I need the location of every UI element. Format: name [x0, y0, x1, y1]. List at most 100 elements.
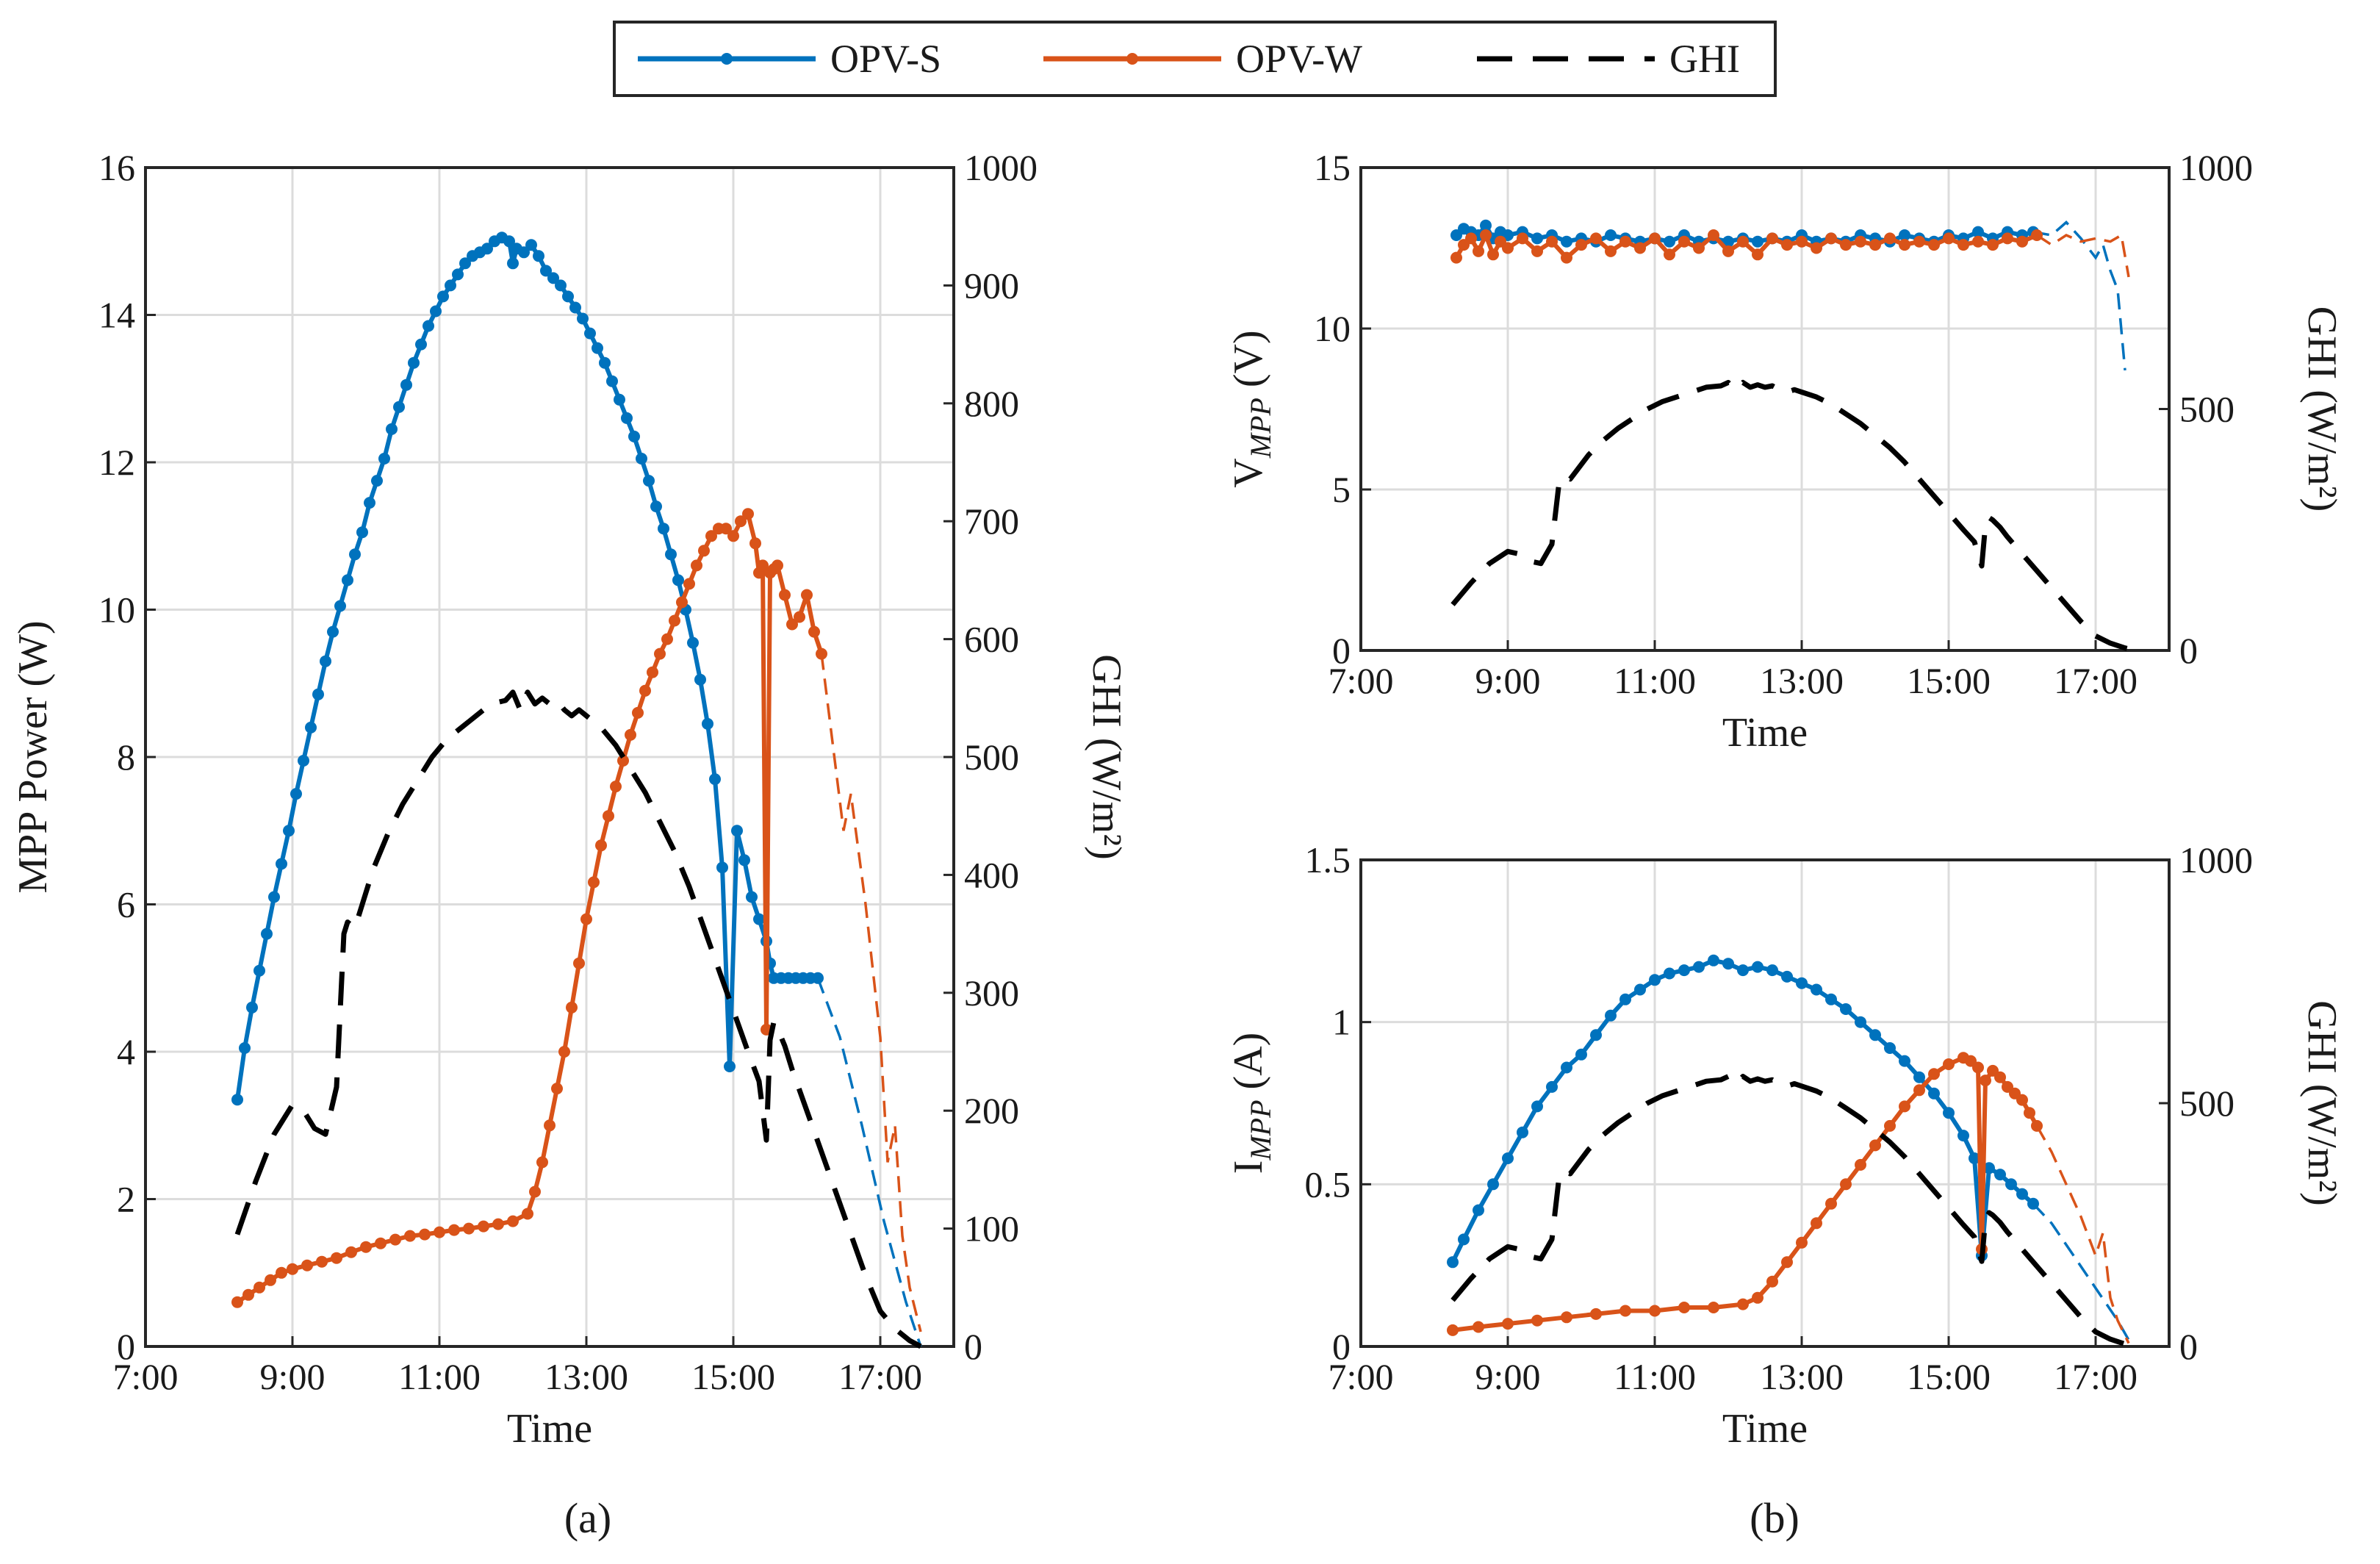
- data-point-opv-s: [430, 305, 442, 318]
- y-right-tick-label: 700: [964, 501, 1019, 542]
- data-point-opv-s: [716, 861, 728, 874]
- data-point-opv-w: [1752, 248, 1764, 261]
- data-point-opv-w: [1840, 239, 1852, 251]
- data-point-opv-w: [1737, 235, 1749, 248]
- data-point-opv-s: [415, 338, 427, 351]
- data-point-opv-w: [1855, 1158, 1866, 1171]
- y-right-tick-label: 500: [2179, 389, 2235, 430]
- panel-b-voltage-chart: 7:00 9:00 11:00 13:00 15:00 17:00 0 5 10 15 0 500 10…: [1226, 147, 2345, 756]
- data-point-opv-s: [525, 239, 537, 251]
- data-point-opv-w: [610, 781, 622, 793]
- data-point-opv-w: [749, 537, 761, 550]
- data-point-opv-w: [1649, 1305, 1661, 1317]
- data-point-opv-s: [738, 854, 750, 867]
- data-point-opv-s: [584, 327, 596, 340]
- data-point-opv-w: [1825, 232, 1837, 245]
- x-tick-label: 15:00: [1907, 1356, 1991, 1397]
- data-point-opv-s: [658, 523, 669, 535]
- data-point-opv-w: [588, 876, 600, 889]
- data-point-opv-w: [1972, 235, 1984, 248]
- x-tick-label: 11:00: [398, 1356, 481, 1397]
- data-point-opv-s: [1575, 1048, 1587, 1061]
- data-point-opv-s: [283, 825, 295, 837]
- data-point-opv-s: [342, 574, 353, 586]
- y-left-tick-label: 8: [117, 736, 135, 778]
- y-right-tick-label: 1000: [2179, 147, 2253, 188]
- y-right-tick-label: 600: [964, 619, 1019, 660]
- data-point-opv-s: [599, 356, 611, 369]
- y-left-tick-label: 14: [98, 295, 135, 336]
- data-point-opv-w: [1531, 245, 1543, 257]
- data-point-opv-s: [1869, 1029, 1881, 1041]
- data-point-opv-w: [1678, 1302, 1690, 1313]
- data-point-opv-s: [1899, 1055, 1910, 1067]
- data-point-opv-w: [1502, 1318, 1514, 1330]
- data-point-opv-w: [1693, 242, 1705, 254]
- panel-label-a: (a): [564, 1494, 611, 1542]
- data-point-opv-s: [320, 655, 331, 667]
- data-point-opv-s: [1487, 1178, 1499, 1191]
- data-point-opv-w: [1855, 235, 1866, 248]
- data-point-opv-s: [1884, 1042, 1896, 1054]
- data-point-opv-w: [1928, 239, 1940, 251]
- data-point-opv-w: [1766, 232, 1778, 245]
- data-point-opv-w: [801, 589, 813, 601]
- y-left-tick-label: 1: [1332, 1002, 1351, 1043]
- x-axis-label: Time: [1722, 1406, 1808, 1452]
- panel-label-b: (b): [1750, 1494, 1800, 1542]
- data-point-opv-w: [544, 1119, 556, 1132]
- data-point-opv-w: [1869, 1139, 1881, 1152]
- data-point-opv-s: [1634, 983, 1646, 996]
- x-tick-label: 11:00: [1614, 660, 1696, 701]
- data-point-opv-w: [1480, 229, 1492, 241]
- data-point-opv-w: [566, 1001, 578, 1014]
- data-point-opv-s: [1840, 1003, 1852, 1015]
- data-point-opv-w: [1590, 1307, 1602, 1320]
- series-extrapolation-opv-s: [2032, 220, 2126, 371]
- x-tick-label: 9:00: [260, 1356, 326, 1397]
- data-point-opv-w: [287, 1263, 298, 1275]
- data-point-opv-s: [724, 1061, 736, 1072]
- data-point-opv-w: [331, 1252, 342, 1264]
- data-point-opv-w: [735, 515, 747, 528]
- data-point-opv-w: [1840, 1178, 1852, 1191]
- data-point-opv-w: [492, 1218, 504, 1230]
- y-left-axis-label: MPP Power (W): [10, 620, 56, 893]
- data-point-opv-w: [573, 957, 585, 969]
- data-point-opv-w: [1546, 235, 1558, 248]
- data-point-opv-s: [1943, 1107, 1955, 1119]
- data-point-opv-w: [595, 839, 607, 852]
- data-point-opv-w: [647, 666, 658, 678]
- y-left-tick-label: 6: [117, 884, 135, 925]
- data-point-opv-w: [276, 1266, 287, 1279]
- data-point-opv-s: [1781, 970, 1793, 983]
- data-point-opv-w: [551, 1083, 563, 1095]
- x-tick-label: 13:00: [1760, 660, 1844, 701]
- x-tick-label: 17:00: [2054, 1356, 2138, 1397]
- data-point-opv-w: [1487, 248, 1499, 261]
- data-point-opv-w: [360, 1241, 372, 1253]
- data-point-opv-w: [1972, 1061, 1984, 1074]
- data-point-opv-s: [1517, 1126, 1528, 1138]
- y-right-axis-label: GHI (W/m²): [1084, 654, 1129, 860]
- data-point-opv-s: [540, 265, 552, 277]
- data-point-opv-w: [1825, 1197, 1837, 1210]
- y-left-tick-label: 10: [1314, 308, 1351, 349]
- x-tick-label: 15:00: [1907, 660, 1991, 701]
- x-tick-label: 9:00: [1475, 1356, 1541, 1397]
- series-extrapolation-opv-s: [816, 978, 922, 1347]
- legend-label-ghi: GHI: [1669, 37, 1740, 81]
- data-point-opv-s: [1664, 235, 1675, 248]
- data-point-opv-w: [419, 1228, 431, 1241]
- data-point-opv-s: [753, 913, 765, 925]
- data-point-opv-w: [1531, 1314, 1543, 1327]
- y-left-tick-label: 12: [98, 442, 135, 483]
- data-point-opv-s: [423, 320, 434, 332]
- y-right-axis-label: GHI (W/m²): [2299, 1000, 2345, 1206]
- data-point-opv-w: [558, 1046, 570, 1058]
- data-point-opv-s: [231, 1094, 243, 1106]
- data-point-opv-w: [705, 530, 717, 542]
- data-point-opv-s: [327, 625, 339, 638]
- data-point-opv-s: [694, 673, 706, 686]
